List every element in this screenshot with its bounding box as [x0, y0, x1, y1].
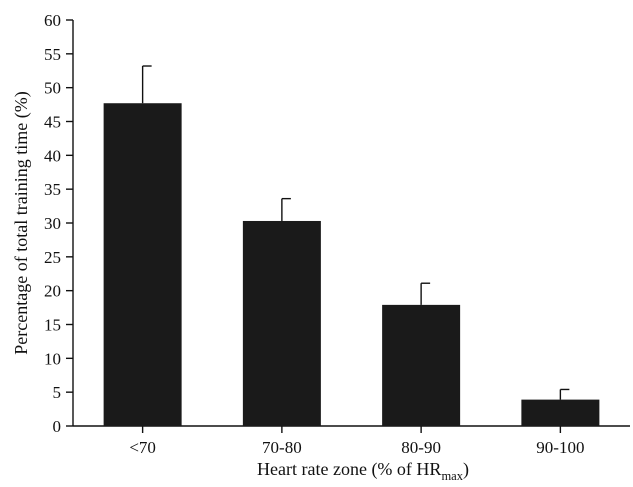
bar-3	[382, 304, 461, 426]
error-bars	[141, 65, 570, 400]
y-tick-label: 25	[44, 248, 61, 267]
y-ticks: 0 5 10 15 20 25 30 35 40 45 50 55 60	[44, 11, 73, 436]
y-tick-label: 50	[44, 79, 61, 98]
x-axis-title: Heart rate zone (% of HRmax)	[257, 459, 469, 483]
x-axis: <70 70-80 80-90 90-100	[73, 425, 630, 457]
x-tick-label: <70	[129, 438, 156, 457]
x-tick-label: 70-80	[262, 438, 302, 457]
y-tick-label: 10	[44, 349, 61, 368]
y-tick-label: 40	[44, 146, 61, 165]
y-tick-label: 35	[44, 180, 61, 199]
y-axis: 0 5 10 15 20 25 30 35 40 45 50 55 60	[44, 11, 74, 436]
y-axis-title: Percentage of total training time (%)	[11, 91, 32, 354]
x-axis-title-main: Heart rate zone (% of HR	[257, 459, 441, 480]
x-tick-label: 90-100	[536, 438, 584, 457]
y-tick-label: 45	[44, 113, 61, 132]
x-ticks: <70 70-80 80-90 90-100	[129, 426, 584, 457]
x-axis-title-suffix: )	[463, 459, 469, 480]
y-tick-label: 5	[53, 383, 62, 402]
y-tick-label: 15	[44, 316, 61, 335]
bars	[103, 103, 600, 426]
y-tick-label: 55	[44, 45, 61, 64]
y-tick-label: 30	[44, 214, 61, 233]
bar-2	[242, 220, 321, 426]
x-axis-title-subscript: max	[441, 469, 463, 483]
y-tick-label: 60	[44, 11, 61, 30]
y-tick-label: 0	[53, 417, 62, 436]
x-tick-label: 80-90	[401, 438, 441, 457]
bar-1	[103, 103, 182, 426]
y-tick-label: 20	[44, 282, 61, 301]
bar-4	[521, 399, 600, 426]
